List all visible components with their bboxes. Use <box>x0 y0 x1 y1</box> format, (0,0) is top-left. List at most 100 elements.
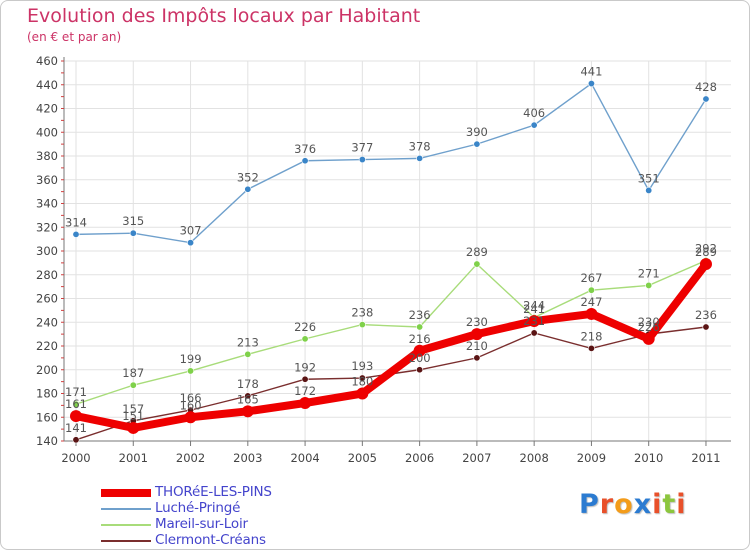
y-tick-label: 220 <box>36 339 58 353</box>
x-tick-label: 2010 <box>634 451 663 465</box>
data-label: 267 <box>580 271 602 285</box>
legend-label: Mareil-sur-Loir <box>155 516 248 532</box>
data-label: 428 <box>695 80 717 94</box>
data-point <box>301 375 309 383</box>
data-point <box>358 374 366 382</box>
legend-swatch <box>101 489 151 497</box>
data-label: 165 <box>237 392 259 406</box>
data-label: 213 <box>237 335 259 349</box>
data-label: 187 <box>122 366 144 380</box>
legend-swatch <box>101 508 151 510</box>
chart-title: Evolution des Impôts locaux par Habitant <box>27 5 421 27</box>
data-point <box>70 410 82 423</box>
logo-letter: i <box>676 489 687 520</box>
y-tick-label: 320 <box>36 220 58 234</box>
data-point <box>702 95 710 103</box>
x-tick-label: 2003 <box>233 451 262 465</box>
data-label: 178 <box>237 377 259 391</box>
x-tick-label: 2004 <box>290 451 319 465</box>
legend-swatch <box>101 540 151 542</box>
data-label: 236 <box>409 308 431 322</box>
data-label: 231 <box>523 314 545 328</box>
data-point <box>413 344 426 357</box>
data-label: 226 <box>294 320 316 334</box>
x-tick-label: 2000 <box>61 451 90 465</box>
data-label: 307 <box>180 224 202 238</box>
x-tick-label: 2009 <box>577 451 606 465</box>
data-label: 289 <box>695 245 717 259</box>
data-label: 315 <box>122 214 144 228</box>
data-label: 441 <box>580 65 602 79</box>
legend-swatch <box>101 524 151 526</box>
data-point <box>699 258 712 271</box>
y-tick-label: 420 <box>36 102 58 116</box>
legend-label: THORéE-LES-PINS <box>155 484 272 500</box>
data-point <box>473 354 481 362</box>
data-point <box>241 405 254 418</box>
data-point <box>299 397 312 409</box>
data-label: 160 <box>180 398 202 412</box>
data-point <box>645 281 653 289</box>
y-tick-label: 340 <box>36 197 58 211</box>
data-point <box>530 121 538 129</box>
data-point <box>72 400 80 408</box>
data-label: 180 <box>351 375 373 389</box>
data-point <box>642 332 655 345</box>
y-tick-label: 300 <box>36 244 58 258</box>
legend-label: Luché-Pringé <box>155 500 241 516</box>
series-line-2 <box>75 259 707 405</box>
data-label: 216 <box>409 332 431 346</box>
x-tick-label: 2001 <box>119 451 148 465</box>
data-label: 157 <box>122 402 144 416</box>
data-label: 192 <box>294 360 316 374</box>
y-tick-label: 140 <box>36 434 58 448</box>
data-label: 172 <box>294 384 316 398</box>
grid <box>64 60 731 442</box>
series-line-1 <box>75 82 707 244</box>
data-point <box>530 329 538 337</box>
legend-label: Clermont-Créans <box>155 532 266 548</box>
data-point <box>587 344 595 352</box>
data-point <box>587 80 595 88</box>
data-label: 247 <box>580 295 602 309</box>
data-point <box>416 323 424 331</box>
data-label: 351 <box>638 171 660 185</box>
data-label: 141 <box>65 421 87 435</box>
data-point <box>470 328 483 341</box>
data-point <box>72 230 80 238</box>
data-point <box>301 157 309 165</box>
data-point <box>187 367 195 375</box>
data-label: 166 <box>180 391 202 405</box>
data-point <box>528 315 541 328</box>
data-point <box>187 239 195 247</box>
data-point <box>702 323 710 331</box>
data-label: 377 <box>351 141 373 155</box>
data-label: 193 <box>351 359 373 373</box>
data-label: 238 <box>351 306 373 320</box>
y-tick-label: 400 <box>36 125 58 139</box>
data-point <box>72 436 80 444</box>
data-point <box>645 186 653 194</box>
data-label: 241 <box>523 302 545 316</box>
y-tick-label: 240 <box>36 315 58 329</box>
axes: 140 160 180 200 220 240 260 280 300 320 340 360 380 4… <box>36 54 731 465</box>
series-line-0 <box>72 260 710 432</box>
data-label: 226 <box>638 320 660 334</box>
logo-letter: i <box>652 489 663 520</box>
x-tick-label: 2006 <box>405 451 434 465</box>
data-point <box>416 366 424 374</box>
y-tick-label: 360 <box>36 173 58 187</box>
data-label: 230 <box>638 315 660 329</box>
data-point <box>127 421 140 434</box>
logo-letter: P <box>579 489 600 520</box>
data-label: 378 <box>409 139 431 153</box>
y-tick-label: 380 <box>36 149 58 163</box>
logo-letter: r <box>599 489 615 520</box>
data-point <box>244 392 252 400</box>
proxiti-logo: Proxiti <box>579 489 687 520</box>
y-tick-label: 460 <box>36 54 58 68</box>
data-label: 200 <box>409 351 431 365</box>
data-label: 218 <box>580 329 602 343</box>
